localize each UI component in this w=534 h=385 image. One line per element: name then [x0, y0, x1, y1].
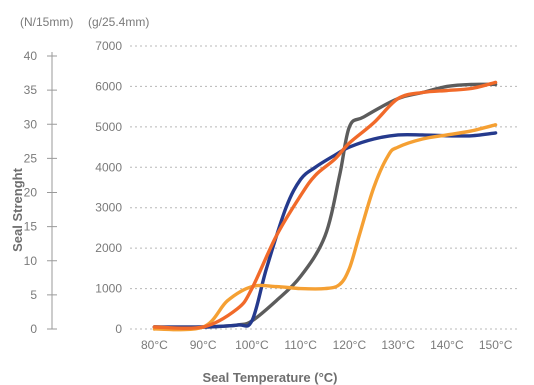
right-axis-tick-label: 3000 — [95, 201, 122, 215]
series-line-1 — [152, 82, 498, 329]
x-axis-tick-label: 140°C — [430, 338, 464, 352]
right-axis-tick-label: 6000 — [95, 79, 122, 93]
series-line-4 — [152, 80, 498, 331]
left-axis-tick-label: 0 — [30, 322, 37, 336]
right-axis-tick-label: 0 — [115, 322, 122, 336]
x-axis-tick-label: 110°C — [284, 338, 317, 352]
right-axis-unit: (g/25.4mm) — [88, 15, 149, 29]
right-axis-tick-label: 7000 — [95, 39, 122, 53]
left-axis-unit: (N/15mm) — [20, 15, 73, 29]
right-axis-tick-label: 2000 — [95, 241, 122, 255]
left-axis-tick-label: 10 — [24, 254, 38, 268]
left-axis-tick-label: 5 — [30, 288, 37, 302]
x-axis-tick-label: 130°C — [381, 338, 415, 352]
right-axis-tick-label: 4000 — [95, 160, 122, 174]
left-axis-tick-label: 40 — [24, 49, 38, 63]
series-line-3 — [152, 123, 498, 332]
x-axis-tick-label: 80°C — [141, 338, 168, 352]
left-axis-ticks: 0 5 10 15 20 25 30 35 40 — [24, 49, 57, 336]
left-axis-tick-label: 25 — [24, 151, 38, 165]
x-axis-tick-label: 120°C — [333, 338, 367, 352]
left-axis-tick-label: 15 — [24, 220, 38, 234]
x-axis-tick-label: 90°C — [190, 338, 217, 352]
y-axis-title: Seal Strenght — [10, 167, 25, 251]
right-axis-tick-label: 1000 — [95, 282, 122, 296]
series-line-2 — [152, 131, 498, 329]
left-axis-tick-label: 30 — [24, 117, 38, 131]
series-lines — [152, 80, 498, 332]
x-axis-title: Seal Temperature (°C) — [203, 370, 338, 385]
x-axis-tick-label: 100°C — [235, 338, 269, 352]
x-axis-tick-label: 150°C — [479, 338, 513, 352]
right-axis-ticks: 0 1000 2000 3000 4000 5000 6000 7000 — [95, 39, 122, 336]
right-axis-tick-label: 5000 — [95, 120, 122, 134]
left-axis-tick-label: 35 — [24, 83, 38, 97]
left-axis-tick-label: 20 — [24, 186, 38, 200]
x-axis-ticks: 80°C 90°C 100°C 110°C 120°C 130°C 140°C 150°C — [141, 338, 513, 352]
